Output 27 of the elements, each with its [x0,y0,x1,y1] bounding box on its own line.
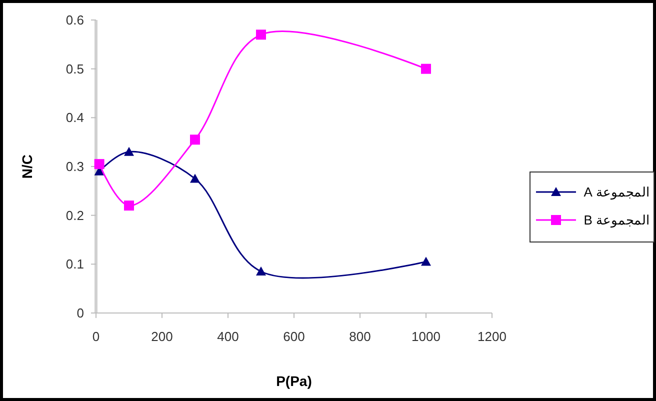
x-tick-label: 800 [349,329,371,344]
y-axis-title: N/C [19,154,35,179]
point [124,200,134,211]
legend-label: المجموعة B [584,212,650,229]
y-tick-label: 0.1 [66,256,84,272]
x-tick-label: 200 [151,329,173,344]
point [421,64,431,74]
y-tick-label: 0.5 [66,61,84,76]
x-tick-label: 1200 [478,329,506,344]
legend-label: المجموعة A [584,184,650,201]
x-tick-label: 0 [92,329,100,344]
x-axis-title: P(Pa) [276,373,312,389]
x-tick-label: 400 [217,329,239,344]
point [256,266,266,276]
y-tick-label: 0.3 [66,159,84,174]
x-tick-label: 600 [283,329,305,344]
y-tick-label: 0 [76,306,84,321]
x-tick-label: 1000 [412,329,440,344]
point [256,30,266,40]
point [124,146,134,156]
point [94,159,104,170]
y-tick-label: 0.2 [66,208,84,223]
y-tick-label: 0.6 [66,12,84,28]
point [190,174,200,183]
point [421,256,431,266]
point [190,134,200,145]
y-tick-label: 0.4 [66,110,84,126]
